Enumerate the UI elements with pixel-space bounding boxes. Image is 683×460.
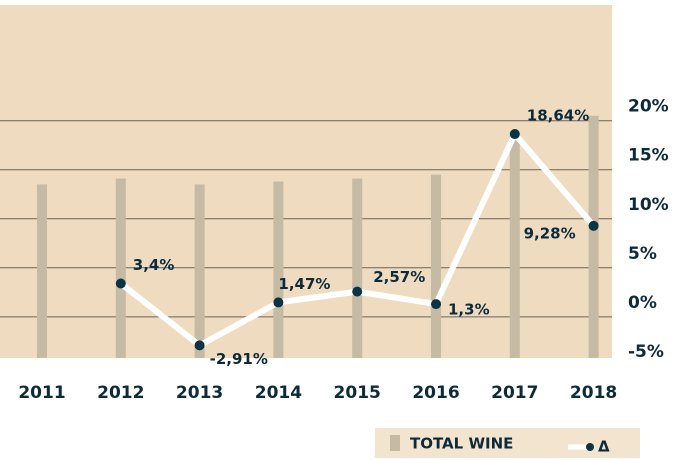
data-label: 18,64%	[527, 107, 589, 125]
data-label: -2,91%	[210, 350, 268, 368]
bar	[352, 178, 363, 358]
data-label: 3,4%	[133, 256, 175, 274]
x-tick-label: 2015	[334, 383, 381, 403]
point	[273, 297, 284, 308]
x-tick-label: 2012	[97, 383, 144, 403]
x-tick-label: 2014	[255, 383, 302, 403]
legend-marker	[586, 443, 594, 451]
legend-background	[375, 428, 640, 458]
point	[194, 340, 205, 351]
y-tick-label: -5%	[628, 342, 664, 362]
y-tick-label: 15%	[628, 146, 669, 166]
legend-label: TOTAL WINE	[410, 435, 513, 453]
point	[588, 220, 599, 231]
y-tick-label: 10%	[628, 195, 669, 215]
bar	[273, 181, 284, 358]
data-label: 9,28%	[524, 224, 576, 242]
point	[115, 278, 126, 289]
data-label: 1,3%	[448, 301, 490, 319]
bar	[509, 133, 520, 358]
data-label: 1,47%	[278, 275, 330, 293]
bar	[431, 174, 441, 358]
point	[431, 299, 441, 310]
plot-background	[0, 5, 612, 358]
bar	[37, 184, 47, 358]
point	[352, 286, 363, 297]
x-tick-label: 2013	[176, 383, 223, 403]
y-tick-label: 20%	[628, 97, 669, 117]
bar	[115, 178, 126, 358]
y-tick-label: 5%	[628, 244, 657, 264]
x-tick-label: 2016	[412, 383, 459, 403]
y-tick-label: 0%	[628, 293, 657, 313]
x-tick-label: 2017	[491, 383, 538, 403]
legend-swatch	[390, 435, 400, 451]
x-tick-label: 2011	[18, 383, 65, 403]
point	[509, 129, 520, 140]
legend-label: Δ	[598, 438, 610, 456]
x-tick-label: 2018	[570, 383, 617, 403]
bar	[194, 184, 205, 358]
data-label: 2,57%	[373, 268, 425, 286]
bar	[588, 115, 599, 358]
